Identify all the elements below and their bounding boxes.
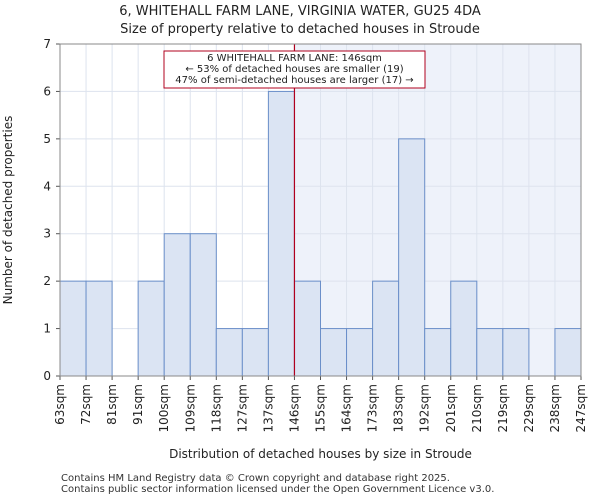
y-tick-label: 3 [43,227,51,241]
x-tick-label: 201sqm [444,384,458,432]
y-axis-label: Number of detached properties [1,116,15,305]
x-tick-label: 72sqm [79,384,93,425]
bar-173sqm [372,280,400,377]
bar-91sqm [137,280,165,377]
x-axis-label: Distribution of detached houses by size … [169,447,472,461]
x-tick-label: 219sqm [496,384,510,432]
x-tick-label: 63sqm [53,384,67,425]
y-tick-label: 5 [43,132,51,146]
plot-frame [59,43,582,377]
bar-164sqm [346,328,374,377]
x-tick-label: 127sqm [235,384,249,432]
x-tick-label: 146sqm [287,384,301,432]
x-tick-label: 247sqm [574,384,588,432]
x-tick-label: 137sqm [261,384,275,432]
footer-line-2: Contains public sector information licen… [61,484,495,495]
bar-210sqm [476,328,504,377]
chart: 0 1 2 3 4 5 6 7 63sqm 72sqm 81sqm 91sqm 100sqm 109sq… [1,37,588,461]
y-tick-label: 2 [43,274,51,288]
bar-192sqm [424,328,452,377]
annotation-line-1: 6 WHITEHALL FARM LANE: 146sqm [207,53,382,64]
bar-109sqm [189,233,217,377]
highlight-region [294,44,581,376]
footer-line-1: Contains HM Land Registry data © Crown c… [61,473,450,484]
x-tick-label: 155sqm [314,384,328,432]
x-tick-label: 118sqm [209,384,223,432]
bar-201sqm [450,280,478,377]
x-tick-label: 210sqm [470,384,484,432]
bar-155sqm [320,328,348,377]
bar-63sqm [59,280,87,377]
y-tick-label: 7 [43,37,51,51]
y-tick-label: 6 [43,84,51,98]
x-tick-label: 91sqm [131,384,145,425]
annotation-line-3: 47% of semi-detached houses are larger (… [175,75,413,86]
x-tick-label: 192sqm [418,384,432,432]
annotation-box [163,50,426,89]
x-tick-label: 238sqm [548,384,562,432]
x-tick-label: 109sqm [183,384,197,432]
y-axis: 0 1 2 3 4 5 6 7 [43,37,60,383]
bar-118sqm [215,328,243,377]
bar-100sqm [163,233,191,377]
x-axis: 63sqm 72sqm 81sqm 91sqm 100sqm 109sqm 118sqm 12… [53,376,588,432]
y-tick-label: 0 [43,369,51,383]
x-tick-label: 229sqm [522,384,536,432]
x-tick-label: 183sqm [392,384,406,432]
y-tick-label: 4 [43,179,51,193]
y-tick-label: 1 [43,322,51,336]
bar-72sqm [85,280,113,377]
bar-238sqm [554,328,582,377]
bar-183sqm [398,138,426,377]
chart-subtitle: Size of property relative to detached ho… [120,22,480,37]
bar-146sqm [293,280,322,377]
chart-title: 6, WHITEHALL FARM LANE, VIRGINIA WATER, … [119,4,481,19]
x-tick-label: 100sqm [157,384,171,432]
bar-219sqm [502,328,530,377]
annotation-line-2: ← 53% of detached houses are smaller (19… [185,64,403,75]
bars [59,90,582,377]
bar-137sqm [267,90,295,377]
x-tick-label: 81sqm [105,384,119,425]
bar-127sqm [241,328,269,377]
x-tick-label: 173sqm [366,384,380,432]
x-tick-label: 164sqm [340,384,354,432]
